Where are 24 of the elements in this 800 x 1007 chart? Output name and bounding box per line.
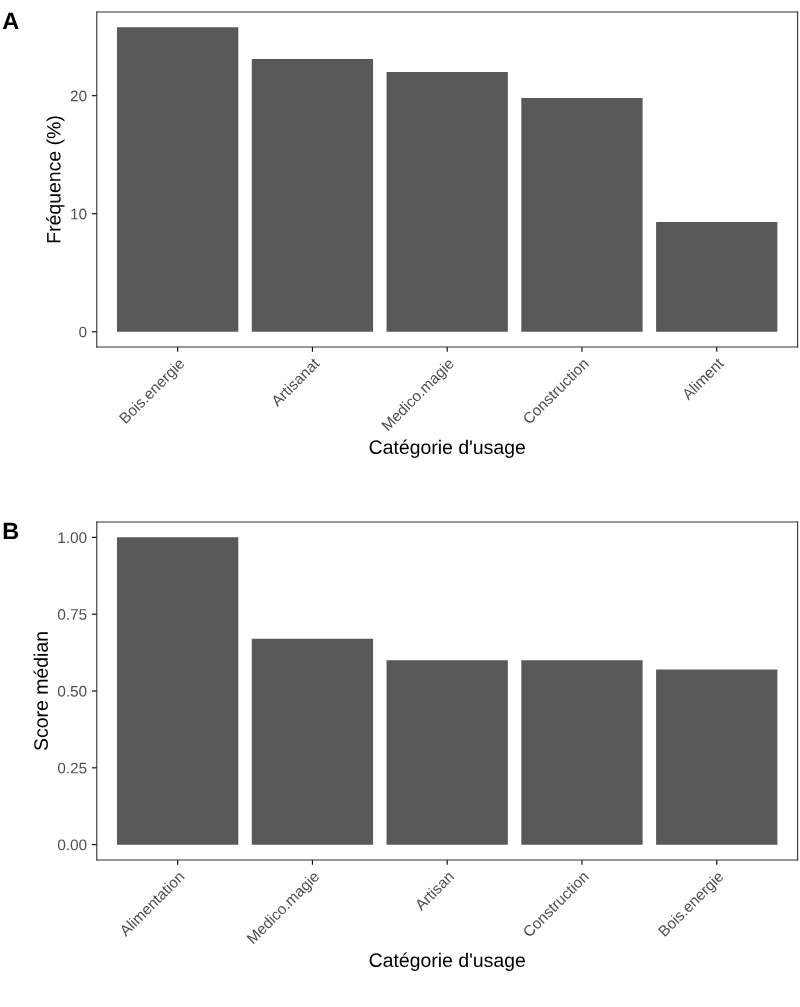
x-axis-title: Catégorie d'usage [369,439,525,458]
bar [521,660,643,845]
y-axis-title: Fréquence (%) [46,116,65,243]
bar [251,59,374,332]
bar [656,669,778,845]
x-axis-title: Catégorie d'usage [369,952,525,971]
bar [251,638,374,845]
y-tick-label: 0 [79,326,87,338]
bar [656,221,778,332]
y-axis-title: Score médian [33,632,48,751]
y-tick-label: 0.25 [57,762,87,774]
chart-title: B [3,522,19,540]
chart-title: A [2,12,19,30]
y-tick-label: 0.75 [57,609,87,620]
bar [386,660,508,845]
y-tick-label: 0.50 [57,685,87,697]
bar [117,537,239,845]
bar [117,27,239,332]
y-tick-label: 10 [71,208,87,220]
y-tick-label: 20 [70,90,87,102]
y-tick-label: 1.00 [58,532,87,544]
y-tick-label: 0.00 [57,839,87,851]
bar [386,72,508,332]
bar [521,98,643,332]
